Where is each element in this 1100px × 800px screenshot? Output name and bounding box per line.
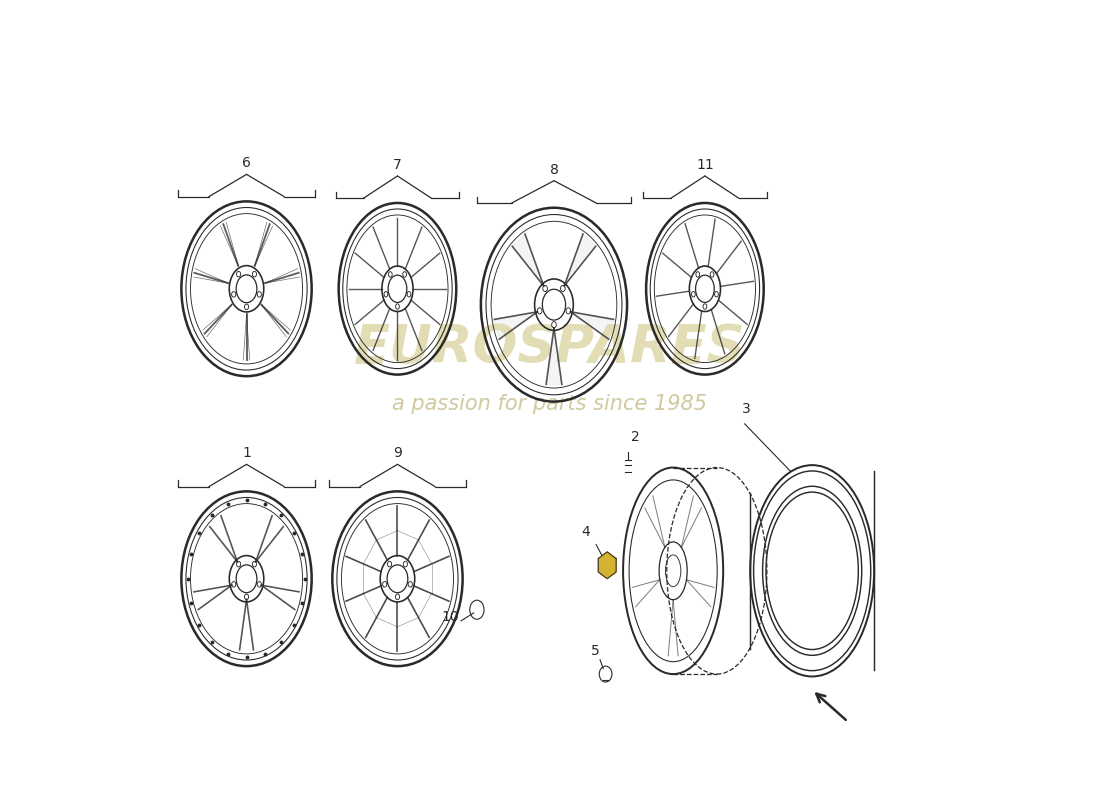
Text: 11: 11 — [696, 158, 714, 172]
Polygon shape — [598, 552, 616, 578]
Text: 3: 3 — [742, 402, 751, 416]
Text: 9: 9 — [393, 446, 402, 460]
Text: a passion for parts since 1985: a passion for parts since 1985 — [393, 394, 707, 414]
Polygon shape — [571, 312, 614, 339]
Text: 10: 10 — [441, 610, 459, 624]
Text: 8: 8 — [550, 162, 559, 177]
Polygon shape — [513, 234, 543, 286]
Text: 7: 7 — [393, 158, 402, 172]
Text: 2: 2 — [631, 430, 640, 444]
Text: 1: 1 — [242, 446, 251, 460]
Polygon shape — [564, 234, 596, 286]
Polygon shape — [494, 312, 538, 339]
Text: EUROSPARES: EUROSPARES — [354, 322, 746, 374]
Text: 4: 4 — [582, 525, 591, 539]
Text: 6: 6 — [242, 157, 251, 170]
Polygon shape — [546, 328, 562, 385]
Text: 5: 5 — [592, 644, 601, 658]
